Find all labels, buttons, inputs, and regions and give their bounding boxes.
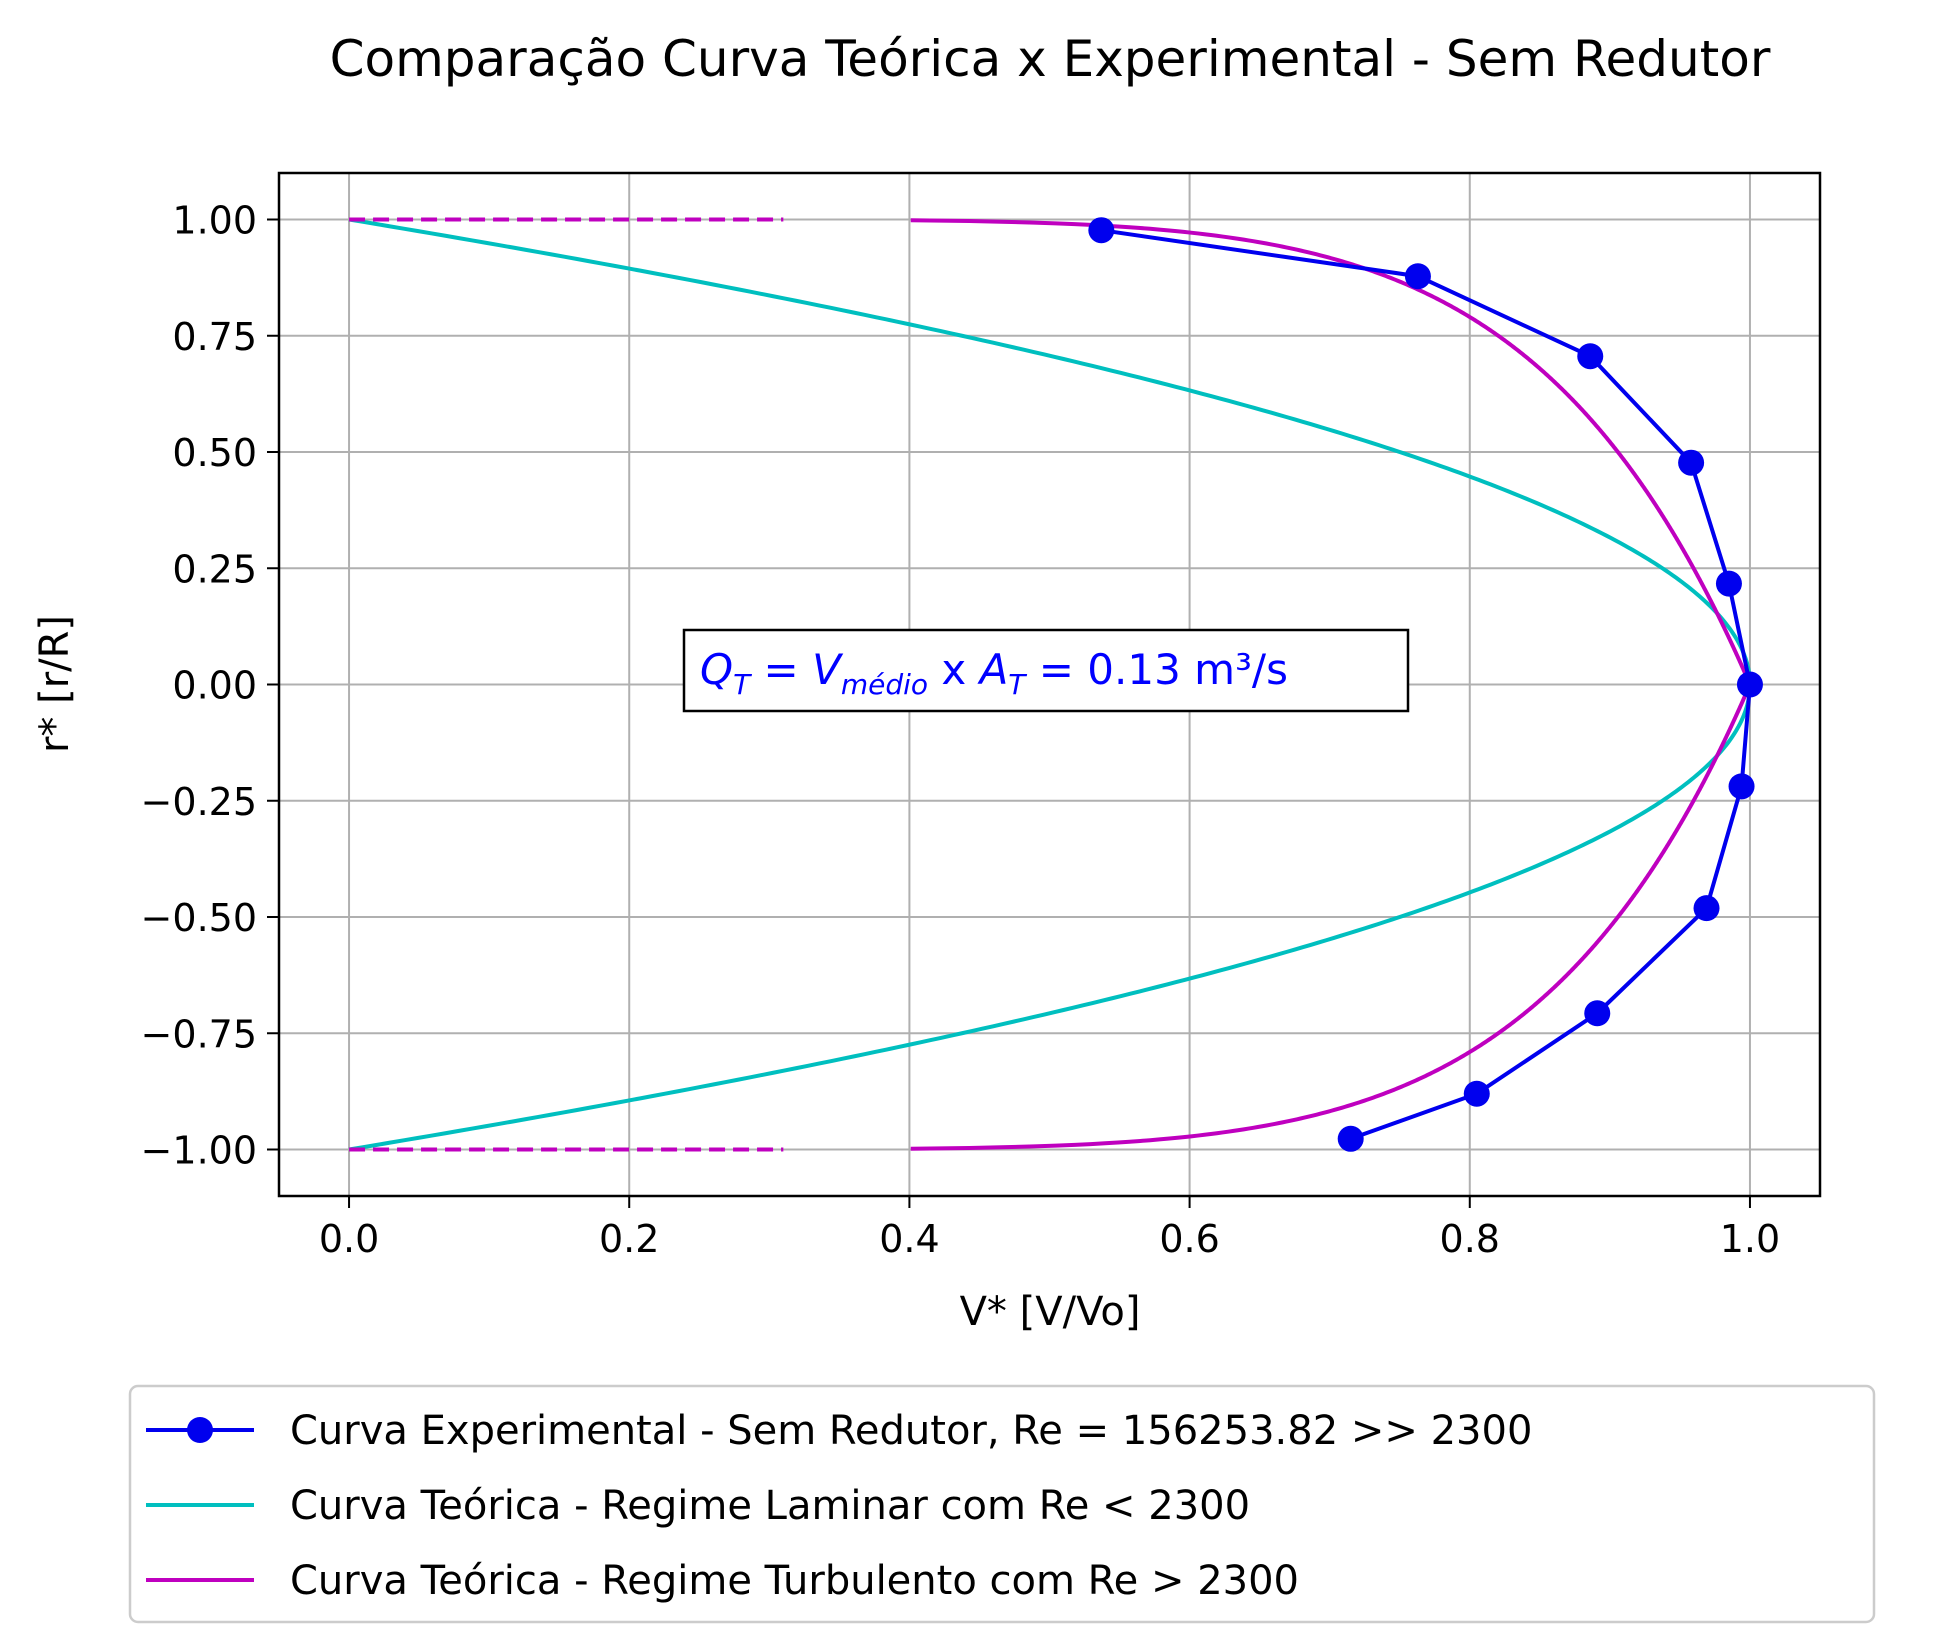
annotation-value: = 0.13 m³/s bbox=[1025, 645, 1288, 694]
y-tick-label: 1.00 bbox=[172, 199, 257, 243]
x-tick-label: 0.4 bbox=[879, 1217, 939, 1261]
series-experimental-point bbox=[1693, 895, 1720, 922]
x-tick-label: 0.8 bbox=[1440, 1217, 1500, 1261]
series-experimental-point bbox=[1728, 773, 1755, 800]
flow-rate-annotation: QT = Vmédio x AT = 0.13 m³/s bbox=[682, 628, 1410, 713]
annotation-v: V bbox=[812, 645, 844, 694]
series-experimental-point bbox=[1584, 1000, 1611, 1027]
series-experimental-point bbox=[1404, 263, 1431, 290]
y-tick-label: −0.50 bbox=[141, 896, 257, 940]
y-tick-label: −0.75 bbox=[141, 1012, 257, 1056]
legend: Curva Experimental - Sem Redutor, Re = 1… bbox=[128, 1384, 1876, 1624]
series-experimental-point bbox=[1715, 570, 1742, 597]
annotation-text: QT = Vmédio x AT = 0.13 m³/s bbox=[700, 645, 1288, 701]
legend-box bbox=[128, 1384, 1876, 1624]
annotation-q: Q bbox=[700, 645, 733, 694]
ticks: 0.0 0.2 0.4 0.6 0.8 1.0 1.00 0.75 0.50 0.25 0.00 −0… bbox=[141, 199, 1781, 1262]
annotation-x: x bbox=[928, 645, 980, 694]
x-tick-label: 0.0 bbox=[319, 1217, 379, 1261]
plot-area: 0.0 0.2 0.4 0.6 0.8 1.0 1.00 0.75 0.50 0.25 0.00 −0… bbox=[141, 171, 1822, 1262]
y-tick-label: 0.25 bbox=[172, 547, 257, 591]
y-tick-label: 0.00 bbox=[172, 664, 257, 708]
series-experimental-point bbox=[1337, 1125, 1364, 1152]
y-axis-label: r* [r/R] bbox=[32, 615, 78, 753]
series-experimental-point bbox=[1463, 1080, 1490, 1107]
annotation-q-sub: T bbox=[733, 668, 752, 701]
legend-label-turbulent: Curva Teórica - Regime Turbulento com Re… bbox=[290, 1558, 1299, 1604]
legend-marker-experimental bbox=[187, 1417, 213, 1443]
annotation-eq: = bbox=[750, 645, 812, 694]
series-experimental-point bbox=[1577, 343, 1604, 370]
legend-label-laminar: Curva Teórica - Regime Laminar com Re < … bbox=[290, 1483, 1250, 1529]
x-axis-label: V* [V/Vo] bbox=[960, 1289, 1141, 1335]
y-tick-label: 0.75 bbox=[172, 315, 257, 359]
series-experimental-point bbox=[1678, 449, 1705, 476]
annotation-a-sub: T bbox=[1008, 668, 1027, 701]
series-experimental-point bbox=[1736, 671, 1763, 698]
chart-title: Comparação Curva Teórica x Experimental … bbox=[330, 30, 1771, 88]
x-tick-label: 1.0 bbox=[1720, 1217, 1780, 1261]
x-tick-label: 0.2 bbox=[599, 1217, 659, 1261]
annotation-box bbox=[682, 628, 1410, 713]
annotation-v-sub: médio bbox=[841, 668, 928, 701]
legend-label-experimental: Curva Experimental - Sem Redutor, Re = 1… bbox=[290, 1408, 1532, 1454]
y-tick-label: −1.00 bbox=[141, 1129, 257, 1173]
y-tick-label: 0.50 bbox=[172, 431, 257, 475]
y-tick-label: −0.25 bbox=[141, 780, 257, 824]
annotation-a: A bbox=[977, 645, 1009, 694]
series-experimental-point bbox=[1088, 217, 1115, 244]
x-tick-label: 0.6 bbox=[1159, 1217, 1219, 1261]
